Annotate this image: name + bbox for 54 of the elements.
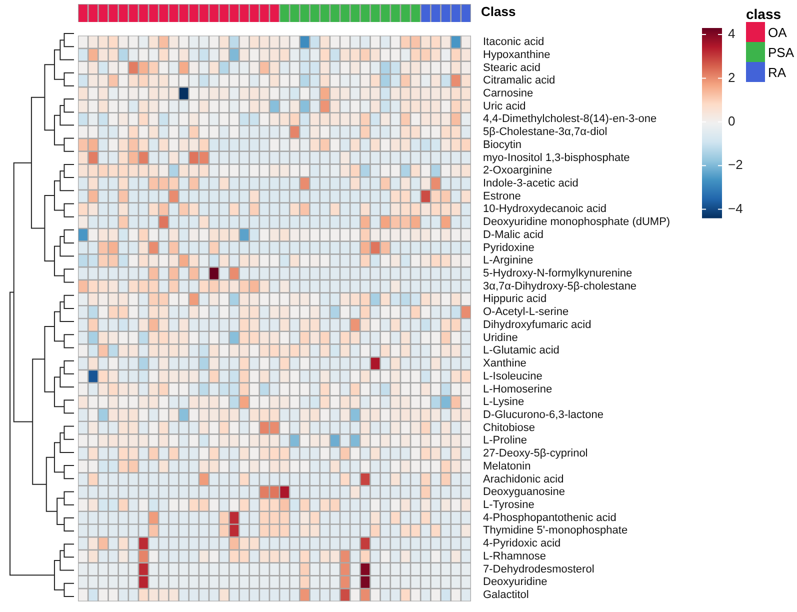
y-tick-label: Pyridoxine	[483, 242, 534, 254]
color-bar-label: −2	[728, 157, 743, 172]
legend-title: class	[746, 6, 782, 22]
y-tick-label: 10-Hydroxydecanoic acid	[483, 203, 607, 216]
legend-label: OA	[768, 24, 787, 40]
y-tick-label: Uric acid	[483, 100, 526, 112]
y-tick-label: Melatonin	[483, 460, 531, 472]
y-tick-label: L-Tyrosine	[483, 498, 534, 511]
y-tick-label: L-Isoleucine	[483, 370, 542, 382]
y-tick-label: Stearic acid	[483, 62, 540, 74]
y-tick-label: Deoxyuridine	[483, 576, 548, 588]
color-bar-label: 2	[728, 70, 736, 85]
y-tick-label: Chitobiose	[483, 422, 535, 434]
y-tick-label: 5-Hydroxy-N-formylkynurenine	[483, 268, 632, 280]
y-tick-label: D-Glucurono-6,3-lactone	[483, 408, 604, 421]
y-tick-label: Citramalic acid	[483, 74, 556, 87]
y-tick-label: Uridine	[483, 332, 518, 344]
y-tick-label: 5β-Cholestane-3α,7α-diol	[483, 126, 608, 138]
y-tick-label: 2-Oxoarginine	[483, 164, 552, 177]
y-tick-label: D-Malic acid	[483, 228, 544, 241]
y-tick-label: 27-Deoxy-5β-cyprinol	[483, 448, 588, 460]
y-tick-label: Deoxyuridine monophosphate (dUMP)	[483, 216, 670, 228]
y-tick-label: 4,4-Dimethylcholest-8(14)-en-3-one	[483, 113, 657, 126]
y-tick-label: Indole-3-acetic acid	[483, 178, 578, 190]
y-tick-label: L-Proline	[483, 434, 528, 447]
color-bar-label: −4	[728, 200, 743, 216]
y-tick-label: L-Homoserine	[483, 383, 552, 396]
y-tick-label: Dihydroxyfumaric acid	[483, 318, 592, 331]
y-tick-label: Carnosine	[483, 87, 534, 100]
y-tick-label: Itaconic acid	[483, 36, 544, 48]
y-tick-label: Arachidonic acid	[483, 473, 564, 486]
y-tick-label: L-Arginine	[483, 254, 534, 267]
y-tick-label: L-Glutamic acid	[483, 344, 560, 357]
y-tick-label: Thymidine 5'-monophosphate	[483, 524, 628, 537]
y-tick-label: myo-Inositol 1,3-bisphosphate	[483, 152, 630, 164]
y-tick-label: 4-Pyridoxic acid	[483, 538, 561, 550]
y-tick-label: 3α,7α-Dihydroxy-5β-cholestane	[483, 280, 637, 292]
y-tick-label: Galactitol	[483, 589, 529, 601]
y-tick-label: L-Lysine	[483, 396, 524, 408]
y-tick-label: Hypoxanthine	[483, 48, 550, 61]
legend-label: RA	[768, 64, 786, 80]
y-tick-label: O-Acetyl-L-serine	[483, 306, 569, 318]
y-tick-label: Estrone	[483, 190, 521, 202]
color-bar-label: 4	[728, 26, 736, 42]
y-tick-label: Deoxyguanosine	[483, 486, 565, 498]
y-tick-label: 7-Dehydrodesmosterol	[483, 563, 594, 576]
y-tick-label: Hippuric acid	[483, 293, 547, 306]
y-tick-label: L-Rhamnose	[483, 550, 546, 562]
legend-label: PSA	[768, 44, 794, 60]
y-tick-label: Biocytin	[483, 138, 522, 151]
y-tick-label: Xanthine	[483, 358, 526, 370]
text: Class	[481, 4, 516, 19]
color-bar-label: 0	[728, 113, 736, 128]
y-tick-label: 4-Phosphopantothenic acid	[483, 512, 616, 524]
